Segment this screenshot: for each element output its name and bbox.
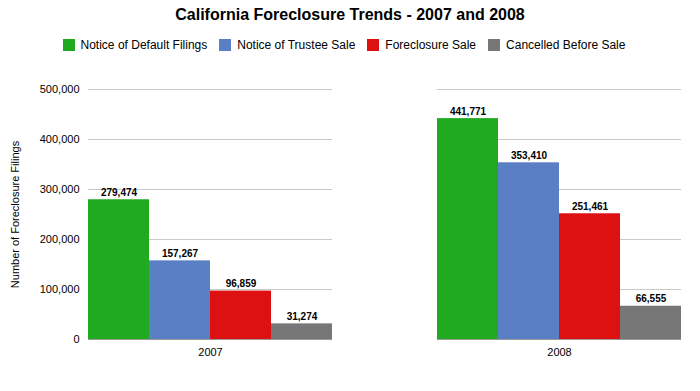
svg-text:2008: 2008: [547, 346, 571, 358]
svg-text:500,000: 500,000: [40, 83, 80, 95]
svg-text:300,000: 300,000: [40, 183, 80, 195]
svg-text:0: 0: [73, 333, 79, 345]
svg-text:400,000: 400,000: [40, 133, 80, 145]
html-text:California Foreclosure Trends: California Foreclosure Trends - 2007 and…: [175, 6, 525, 23]
html-text:Notice of Trustee Sale: Notice of Trustee Sale: [237, 37, 356, 52]
svg-text:279,474: 279,474: [101, 187, 138, 198]
svg-text:157,267: 157,267: [162, 248, 199, 259]
svg-text:100,000: 100,000: [40, 283, 80, 295]
html-text:Notice of Default Filings: Notice of Default Filings: [80, 37, 208, 52]
html-text:Cancelled Before Sale: Cancelled Before Sale: [506, 37, 626, 52]
svg-text:2007: 2007: [198, 346, 222, 358]
svg-text:251,461: 251,461: [572, 201, 609, 212]
svg-text:96,859: 96,859: [226, 278, 257, 289]
svg-text:353,410: 353,410: [511, 150, 548, 161]
html-text:Foreclosure Sale: Foreclosure Sale: [385, 37, 476, 52]
svg-text:66,555: 66,555: [636, 293, 667, 304]
svg-text:200,000: 200,000: [40, 233, 80, 245]
svg-text:31,274: 31,274: [287, 311, 318, 322]
svg-text:Number of Foreclosure Filings: Number of Foreclosure Filings: [9, 140, 21, 288]
svg-text:441,771: 441,771: [450, 106, 487, 117]
